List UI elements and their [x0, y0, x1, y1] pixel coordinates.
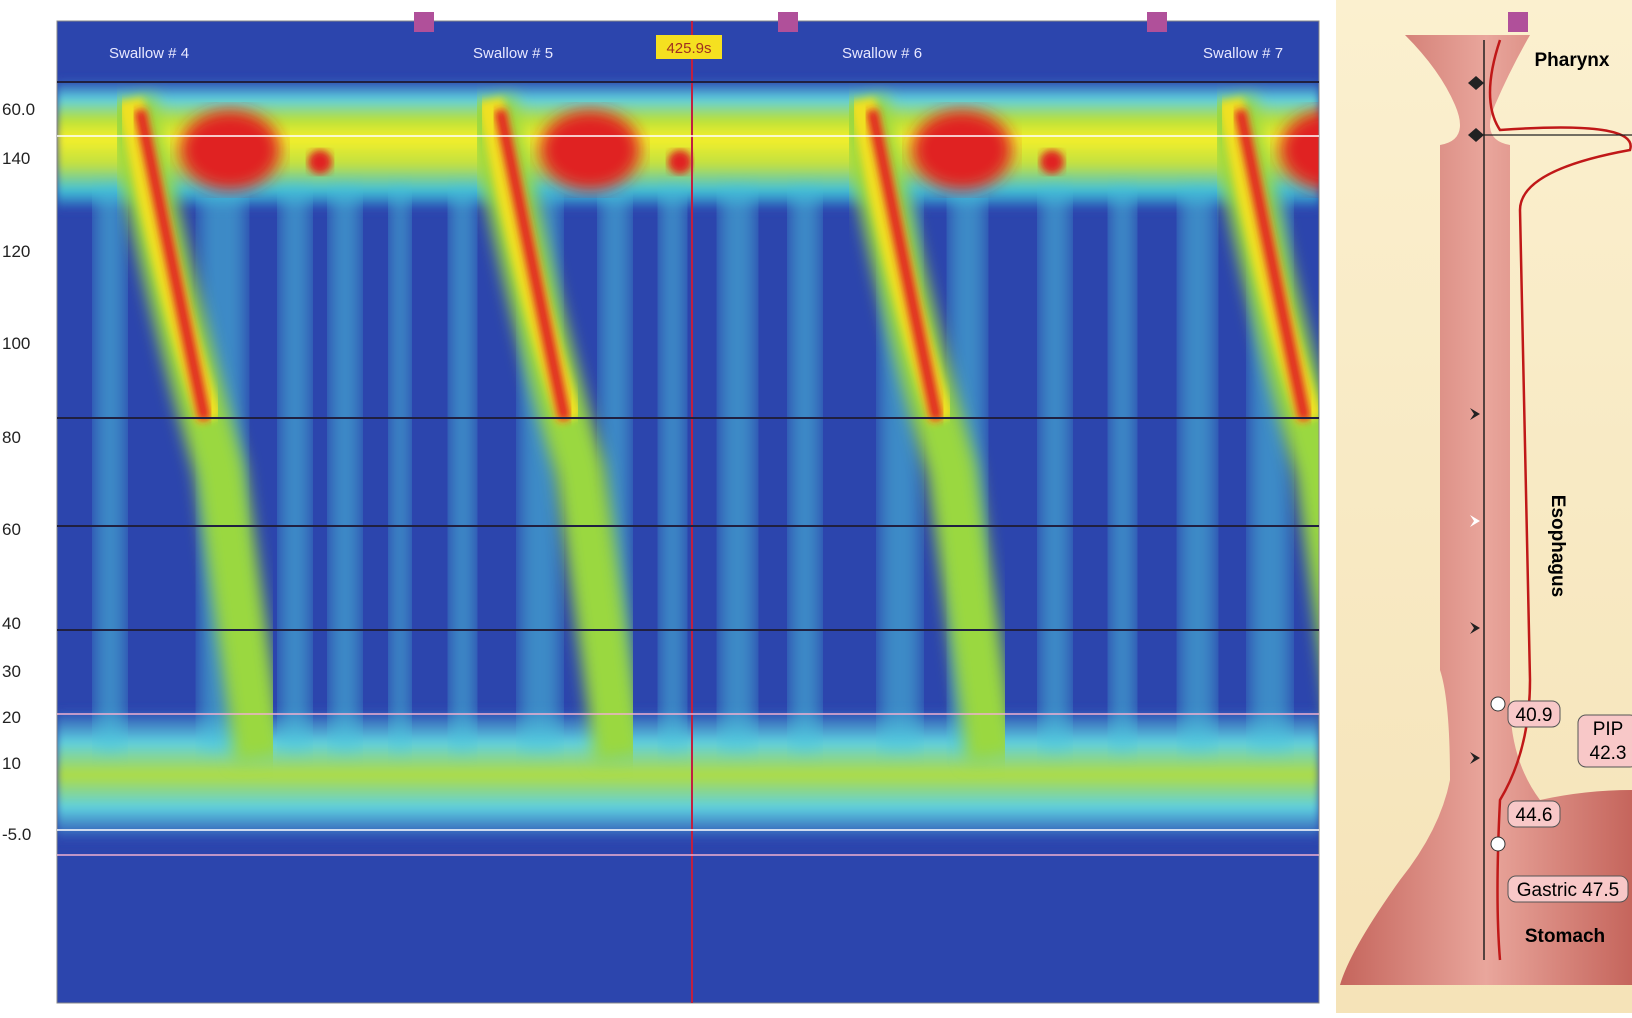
time-marker: 425.9s [666, 40, 711, 57]
event-marker [414, 12, 434, 32]
swallow-label: Swallow # 6 [842, 45, 922, 62]
scale-label: 80 [2, 428, 21, 447]
scale-label: 140 [2, 149, 30, 168]
event-marker [1147, 12, 1167, 32]
value-tag [1507, 700, 1561, 728]
scale-label: 20 [2, 708, 21, 727]
pressure-band [95, 190, 125, 750]
value-tag [1507, 875, 1629, 903]
peak-blob [540, 110, 640, 190]
scale-label: 100 [2, 334, 30, 353]
pressure-band [450, 190, 475, 750]
tag-label: PIP 42.3 [1590, 719, 1627, 764]
peak-spot [1040, 150, 1064, 174]
pressure-band [1110, 190, 1135, 750]
tag-label: 44.6 [1516, 805, 1553, 826]
pressure-band [1040, 190, 1070, 750]
pressure-band [330, 190, 360, 750]
scale-label: 30 [2, 662, 21, 681]
peak-blob [912, 110, 1012, 190]
event-marker [778, 12, 798, 32]
event-marker [1508, 12, 1528, 32]
pressure-topography [57, 21, 1319, 1003]
peak-blob [180, 110, 280, 190]
pharynx-label: Pharynx [1535, 50, 1610, 71]
value-tag [1577, 714, 1632, 768]
scale-label: 120 [2, 242, 30, 261]
contraction-peak [1234, 108, 1311, 422]
scale-label: 40 [2, 614, 21, 633]
pressure-band [720, 190, 755, 750]
pressure-band [790, 190, 820, 750]
scale-label: 10 [2, 754, 21, 773]
pressure-band [660, 190, 685, 750]
scale-label: 60.0 [2, 100, 35, 119]
scale-label: 60 [2, 520, 21, 539]
esophagus-label: Esophagus [1547, 495, 1568, 597]
peak-spot [308, 150, 332, 174]
contraction-peak [866, 108, 943, 422]
pressure-band [390, 190, 410, 750]
value-tag [1507, 800, 1561, 828]
swallow-label: Swallow # 5 [473, 45, 553, 62]
peak-blob [1280, 110, 1319, 190]
tag-label: Gastric 47.5 [1517, 880, 1619, 901]
contraction-peak [134, 108, 211, 422]
swallow-label: Swallow # 4 [109, 45, 189, 62]
peak-spot [668, 150, 692, 174]
tag-label: 40.9 [1516, 705, 1553, 726]
pressure-band [280, 190, 310, 750]
scale-label: -5.0 [2, 825, 31, 844]
swallow-label: Swallow # 7 [1203, 45, 1283, 62]
pressure-band [1180, 190, 1215, 750]
stomach-label: Stomach [1525, 926, 1605, 947]
contraction-peak [494, 108, 571, 422]
